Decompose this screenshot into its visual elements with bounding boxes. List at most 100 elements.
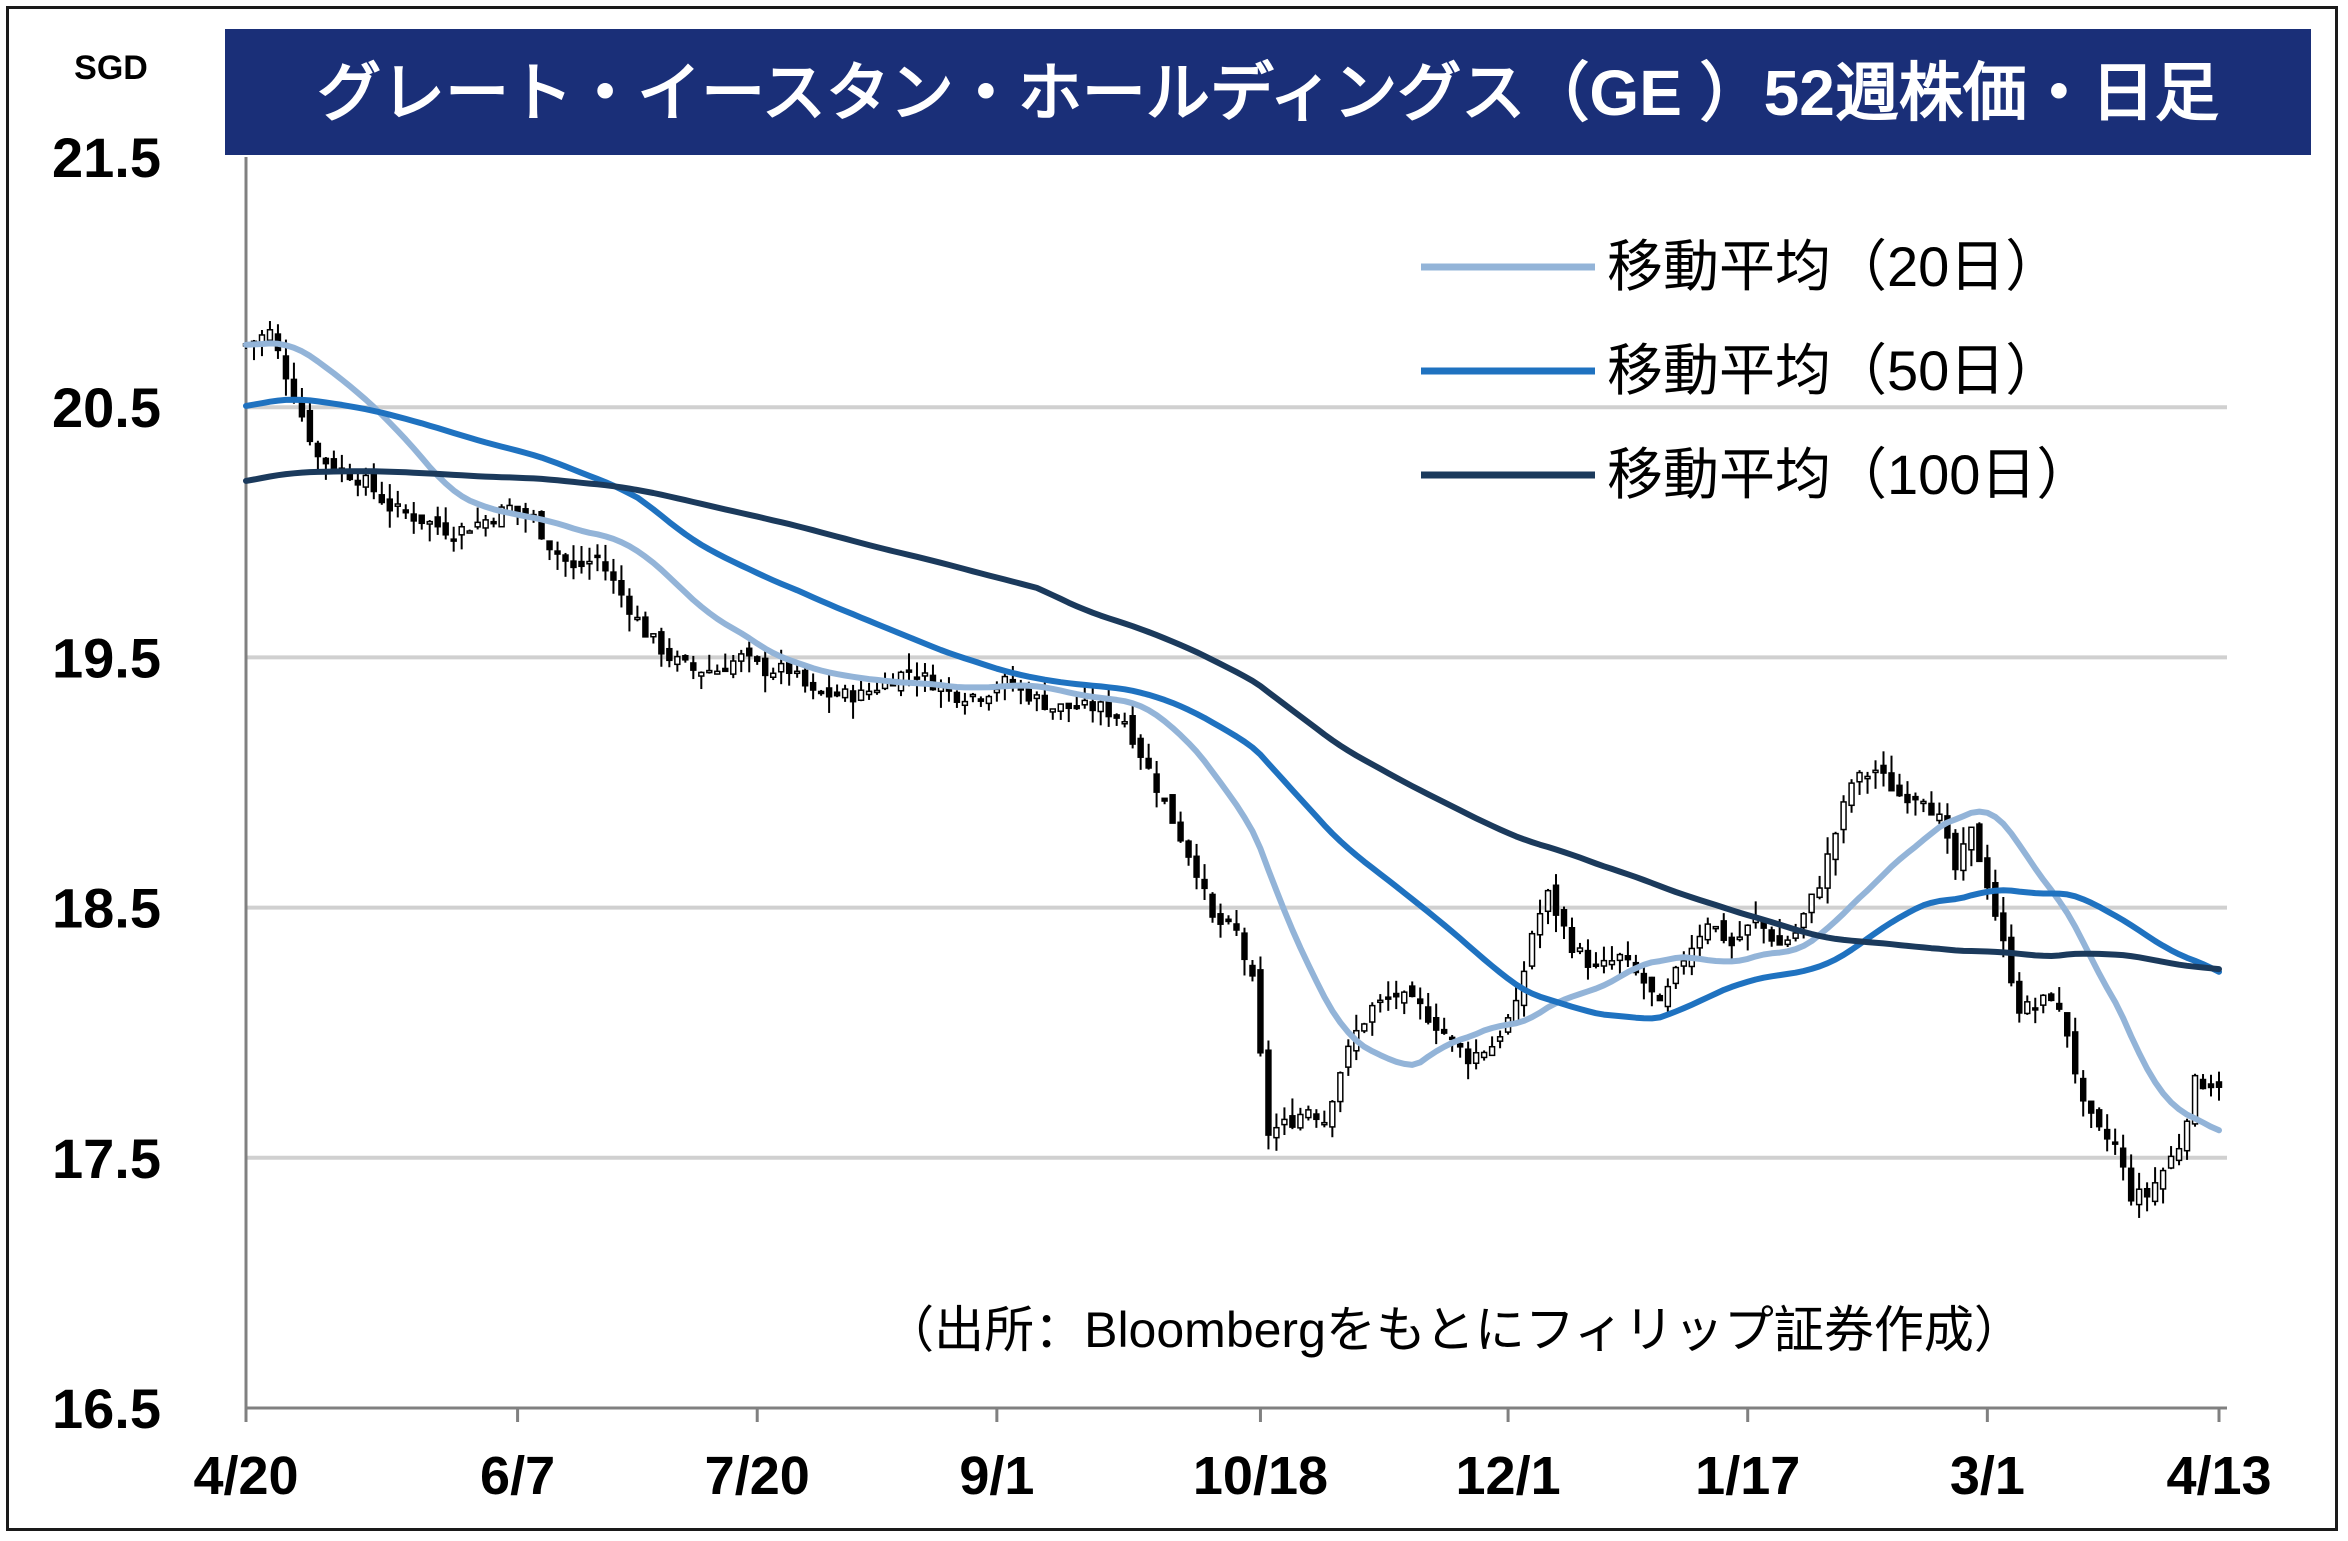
candle: [2183, 1118, 2191, 1160]
candle: [682, 654, 689, 663]
candle: [1832, 831, 1839, 876]
candle: [1496, 1030, 1504, 1049]
candle: [1257, 956, 1264, 1057]
candle: [1488, 1036, 1496, 1057]
candle: [1848, 779, 1855, 813]
candle: [426, 520, 433, 542]
candle: [706, 654, 713, 674]
candle: [1385, 981, 1392, 1011]
candle: [1728, 932, 1735, 963]
candle: [1768, 926, 1775, 947]
candle: [1217, 903, 1224, 938]
candle: [1872, 760, 1879, 789]
candle: [1177, 811, 1184, 843]
candle: [658, 627, 665, 667]
candle: [1840, 795, 1847, 844]
candle: [961, 692, 969, 715]
candle: [1816, 875, 1823, 900]
candle: [2103, 1114, 2111, 1152]
candle: [1105, 688, 1112, 727]
candle: [490, 517, 497, 528]
candle: [2000, 897, 2007, 958]
candle: [945, 677, 953, 702]
candle: [1169, 794, 1176, 824]
candle: [977, 696, 985, 707]
candle: [1361, 1022, 1368, 1034]
candle: [1584, 939, 1592, 980]
candle: [1313, 1109, 1320, 1128]
candle: [1185, 839, 1192, 866]
candle: [474, 507, 481, 530]
candle: [1512, 986, 1520, 1025]
candle: [1209, 892, 1216, 923]
x-tick-label: 3/1: [1950, 1446, 2025, 1506]
unit-label: SGD: [74, 49, 148, 87]
candle: [1536, 899, 1544, 949]
candle: [2079, 1070, 2087, 1117]
candle: [1576, 942, 1584, 955]
candle: [1712, 925, 1719, 933]
candle: [1720, 913, 1727, 944]
candle: [841, 684, 849, 702]
candle: [1416, 987, 1424, 1020]
candle: [1624, 941, 1632, 967]
y-tick-label: 19.5: [52, 626, 161, 689]
candle: [434, 506, 441, 535]
chart-title: グレート・イースタン・ホールディングス（GE ）52週株価・日足: [317, 57, 2219, 129]
candle: [650, 633, 657, 644]
candle: [921, 663, 929, 692]
candle: [1968, 826, 1975, 867]
candle: [1600, 946, 1608, 974]
source-note: （出所：Bloombergをもとにフィリップ証券作成）: [884, 1302, 2024, 1358]
candle: [1249, 960, 1256, 982]
candle: [546, 540, 553, 561]
candle: [1944, 803, 1951, 854]
candle: [626, 588, 633, 632]
candle: [2032, 997, 2039, 1024]
x-tick-label: 10/18: [1193, 1446, 1328, 1506]
candle: [2207, 1074, 2215, 1097]
candle: [1960, 827, 1967, 881]
candle: [754, 655, 761, 665]
legend-label: 移動平均（20日）: [1607, 235, 2061, 298]
candle: [2072, 1017, 2079, 1084]
candle: [570, 545, 577, 580]
legend-label: 移動平均（50日）: [1607, 339, 2061, 402]
candle: [1456, 1040, 1464, 1058]
candle: [2127, 1154, 2135, 1206]
candle: [1289, 1098, 1296, 1130]
y-tick-labels: 21.5 20.5 19.5 18.5 17.5 16.5: [52, 126, 161, 1440]
x-tick-labels: 4/20 6/7 7/20 9/1 10/18 12/1 1/17 3/1 4/13: [193, 1446, 2271, 1506]
candle: [1528, 930, 1536, 970]
candle: [1305, 1105, 1312, 1121]
candle: [817, 689, 825, 696]
candle: [1784, 935, 1791, 948]
x-tick-label: 6/7: [480, 1446, 555, 1506]
candle: [809, 673, 817, 700]
candle: [306, 402, 314, 446]
candle: [314, 440, 322, 471]
candle: [1297, 1107, 1304, 1131]
candle: [865, 682, 873, 700]
candle: [666, 638, 673, 668]
y-tick-label: 21.5: [52, 126, 161, 189]
candle: [746, 641, 753, 673]
candle: [418, 514, 425, 530]
candle: [1137, 734, 1144, 770]
candle: [1976, 822, 1983, 863]
candle: [690, 655, 697, 680]
candle: [1904, 781, 1911, 814]
candle: [1321, 1110, 1328, 1128]
candle: [1121, 712, 1128, 728]
candle: [857, 680, 865, 702]
candle: [1273, 1113, 1280, 1151]
candle: [1952, 829, 1959, 880]
candle: [1345, 1039, 1352, 1076]
candle: [2048, 992, 2055, 1002]
candle: [1329, 1100, 1336, 1138]
candle: [1480, 1050, 1488, 1061]
candle: [1409, 981, 1416, 998]
ma-line-50: [243, 396, 2222, 1022]
ma-line-100: [243, 468, 2222, 973]
ma-line-20: [243, 340, 2222, 1134]
